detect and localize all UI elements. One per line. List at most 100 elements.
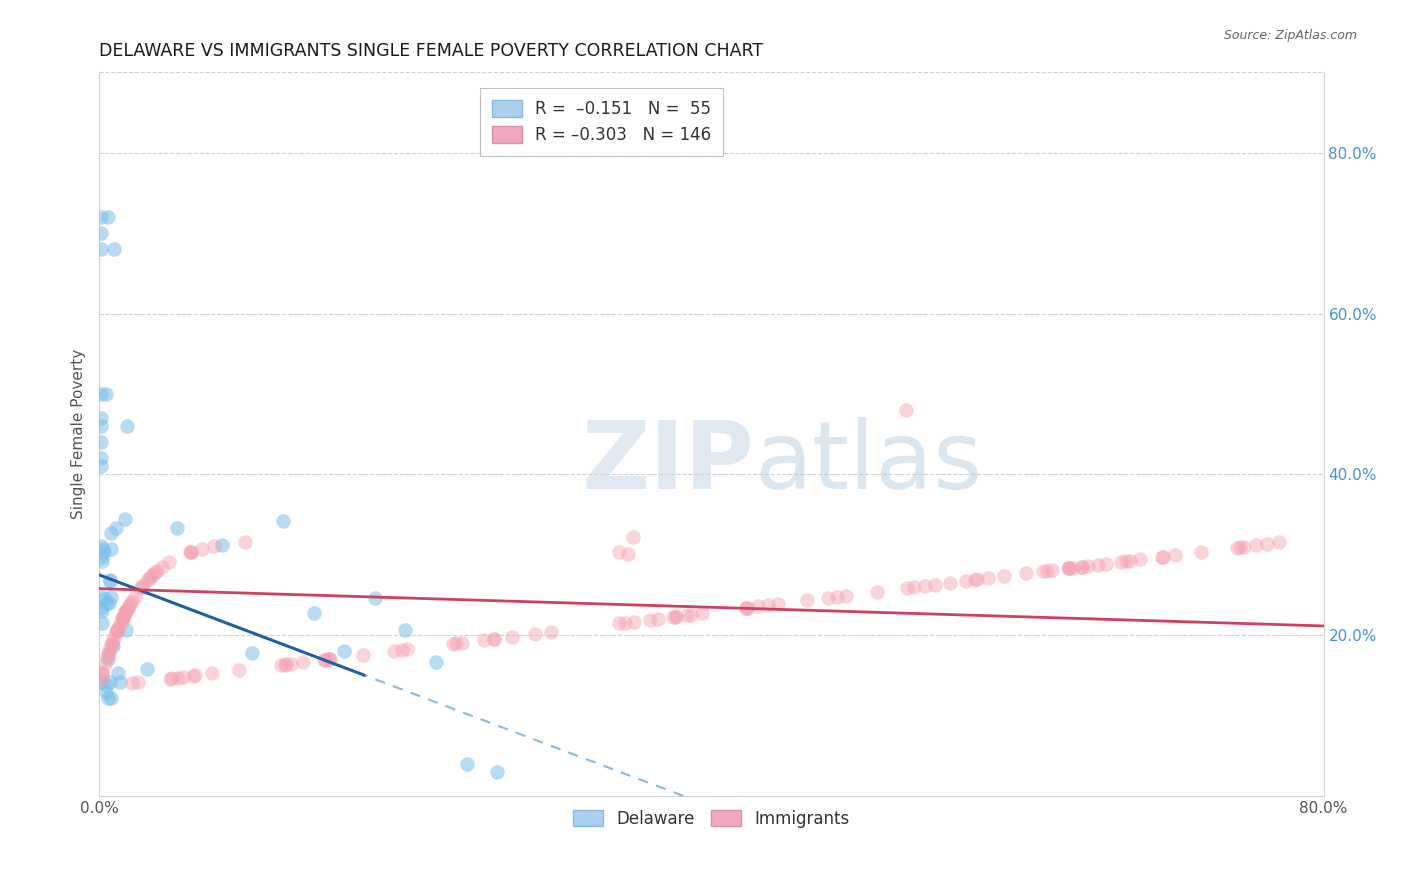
Point [150, 560, 173, 574]
Point [1189, 545, 1212, 559]
Point [97, 646, 120, 660]
Point [796, 593, 818, 607]
Point [108, 675, 131, 690]
Point [1229, 540, 1251, 554]
Point [131, 580, 153, 594]
Point [98, 574, 121, 588]
Point [115, 419, 138, 434]
Point [111, 610, 134, 624]
Point [145, 566, 167, 580]
Point [93, 544, 115, 558]
Point [91, 542, 114, 557]
Point [90, 419, 112, 434]
Point [1095, 557, 1118, 571]
Point [661, 610, 683, 624]
Point [1115, 554, 1137, 568]
Point [114, 606, 136, 620]
Point [391, 643, 413, 657]
Point [100, 591, 122, 605]
Point [100, 541, 122, 556]
Point [835, 589, 858, 603]
Point [903, 580, 925, 594]
Point [97, 647, 120, 661]
Point [292, 655, 315, 669]
Point [94, 685, 117, 699]
Point [91, 666, 114, 681]
Point [1057, 561, 1080, 575]
Point [1070, 559, 1092, 574]
Point [96, 596, 118, 610]
Point [98, 574, 121, 589]
Point [136, 573, 159, 587]
Point [1150, 549, 1173, 564]
Point [100, 691, 122, 706]
Point [679, 607, 702, 622]
Point [90, 210, 112, 224]
Point [184, 668, 207, 682]
Point [319, 652, 342, 666]
Point [523, 627, 546, 641]
Point [93, 592, 115, 607]
Point [115, 623, 138, 637]
Point [621, 530, 644, 544]
Point [179, 545, 201, 559]
Point [90, 435, 112, 450]
Point [734, 601, 756, 615]
Point [276, 657, 298, 672]
Point [1040, 563, 1063, 577]
Point [117, 600, 139, 615]
Point [211, 538, 233, 552]
Legend: Delaware, Immigrants: Delaware, Immigrants [567, 804, 856, 835]
Point [97, 691, 120, 706]
Point [1129, 552, 1152, 566]
Point [825, 590, 848, 604]
Point [90, 387, 112, 401]
Point [924, 577, 946, 591]
Point [115, 604, 138, 618]
Point [1087, 558, 1109, 572]
Point [242, 646, 264, 660]
Point [103, 639, 125, 653]
Point [97, 651, 120, 665]
Point [1268, 535, 1291, 549]
Point [90, 675, 112, 690]
Text: DELAWARE VS IMMIGRANTS SINGLE FEMALE POVERTY CORRELATION CHART: DELAWARE VS IMMIGRANTS SINGLE FEMALE POV… [100, 42, 763, 60]
Point [94, 387, 117, 401]
Point [1232, 540, 1254, 554]
Point [302, 607, 325, 621]
Y-axis label: Single Female Poverty: Single Female Poverty [72, 349, 86, 519]
Point [157, 555, 180, 569]
Point [107, 621, 129, 635]
Point [1244, 538, 1267, 552]
Point [501, 630, 523, 644]
Point [1111, 555, 1133, 569]
Text: ZIP: ZIP [582, 417, 755, 509]
Point [124, 590, 146, 604]
Point [614, 615, 637, 630]
Point [127, 675, 149, 690]
Point [1015, 566, 1038, 581]
Point [105, 521, 128, 535]
Point [965, 573, 987, 587]
Point [444, 636, 467, 650]
Point [98, 674, 121, 689]
Point [1118, 554, 1140, 568]
Point [1036, 564, 1059, 578]
Point [191, 541, 214, 556]
Point [425, 655, 447, 669]
Point [97, 210, 120, 224]
Point [91, 604, 114, 618]
Point [160, 672, 183, 686]
Point [111, 611, 134, 625]
Point [90, 459, 112, 474]
Point [103, 243, 125, 257]
Point [756, 598, 779, 612]
Point [270, 657, 292, 672]
Point [1077, 558, 1099, 573]
Point [167, 671, 190, 685]
Point [1070, 559, 1092, 574]
Point [166, 521, 188, 535]
Point [273, 657, 295, 672]
Point [955, 574, 977, 588]
Point [352, 648, 374, 662]
